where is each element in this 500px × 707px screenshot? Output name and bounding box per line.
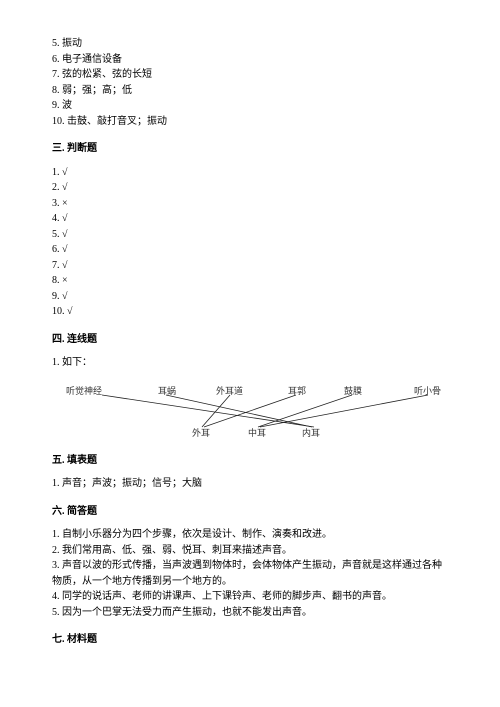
list-item: 3. 声音以波的形式传播，当声波遇到物体时，会体物体产生振动，声音就是这样通过各… — [52, 558, 448, 589]
list-item: 1. 自制小乐器分为四个步骤，依次是设计、制作、演奏和改进。 — [52, 527, 448, 543]
page: 5. 振动 6. 电子通信设备 7. 弦的松紧、弦的长短 8. 弱；强；高；低 … — [0, 0, 500, 707]
list-item: 8. 弱；强；高；低 — [52, 83, 448, 99]
list-item: 4. 同学的说话声、老师的讲课声、上下课铃声、老师的脚步声、翻书的声音。 — [52, 589, 448, 605]
list-item: 3. × — [52, 196, 448, 212]
section-4-title: 四. 连线题 — [52, 332, 448, 348]
list-item: 1. 声音；声波；振动；信号；大脑 — [52, 476, 448, 492]
diagram-top-label: 外耳道 — [216, 387, 243, 396]
list-item: 2. √ — [52, 180, 448, 196]
list-item: 5. 因为一个巴掌无法受力而产生振动，也就不能发出声音。 — [52, 605, 448, 621]
section-5-title: 五. 填表题 — [52, 453, 448, 469]
section-3-title: 三. 判断题 — [52, 141, 448, 157]
list-item: 8. × — [52, 273, 448, 289]
list-item: 6. 电子通信设备 — [52, 52, 448, 68]
diagram-top-label: 鼓膜 — [344, 387, 362, 396]
diagram-top-label: 耳郭 — [288, 387, 306, 396]
diagram-line — [166, 395, 312, 427]
list-item: 4. √ — [52, 211, 448, 227]
diagram-top-label: 耳蜗 — [158, 387, 176, 396]
list-item: 9. √ — [52, 289, 448, 305]
list-item: 5. √ — [52, 227, 448, 243]
pre-list: 5. 振动 6. 电子通信设备 7. 弦的松紧、弦的长短 8. 弱；强；高；低 … — [52, 36, 448, 129]
list-item: 6. √ — [52, 242, 448, 258]
section-6-title: 六. 简答题 — [52, 504, 448, 520]
diagram-bottom-label: 外耳 — [192, 429, 210, 438]
diagram-top-label: 听觉神经 — [66, 387, 102, 396]
list-item: 10. 击鼓、敲打音叉；振动 — [52, 114, 448, 130]
list-item: 1. √ — [52, 165, 448, 181]
section-6-list: 1. 自制小乐器分为四个步骤，依次是设计、制作、演奏和改进。 2. 我们常用高、… — [52, 527, 448, 620]
list-item: 7. 弦的松紧、弦的长短 — [52, 67, 448, 83]
list-item: 10. √ — [52, 304, 448, 320]
list-item: 9. 波 — [52, 98, 448, 114]
diagram-line — [260, 395, 428, 427]
section-7-title: 七. 材料题 — [52, 632, 448, 648]
diagram-line — [258, 395, 352, 427]
section-5-list: 1. 声音；声波；振动；信号；大脑 — [52, 476, 448, 492]
matching-diagram: 听觉神经 耳蜗 外耳道 耳郭 鼓膜 听小骨外耳 中耳 内耳 — [52, 381, 448, 441]
section-4-lead: 1. 如下： — [52, 355, 448, 371]
diagram-bottom-label: 中耳 — [248, 429, 266, 438]
diagram-top-label: 听小骨 — [414, 387, 441, 396]
list-item: 2. 我们常用高、低、强、弱、悦耳、刺耳来描述声音。 — [52, 543, 448, 559]
list-item: 7. √ — [52, 258, 448, 274]
diagram-bottom-label: 内耳 — [302, 429, 320, 438]
section-3-list: 1. √ 2. √ 3. × 4. √ 5. √ 6. √ 7. √ 8. × … — [52, 165, 448, 320]
list-item: 5. 振动 — [52, 36, 448, 52]
